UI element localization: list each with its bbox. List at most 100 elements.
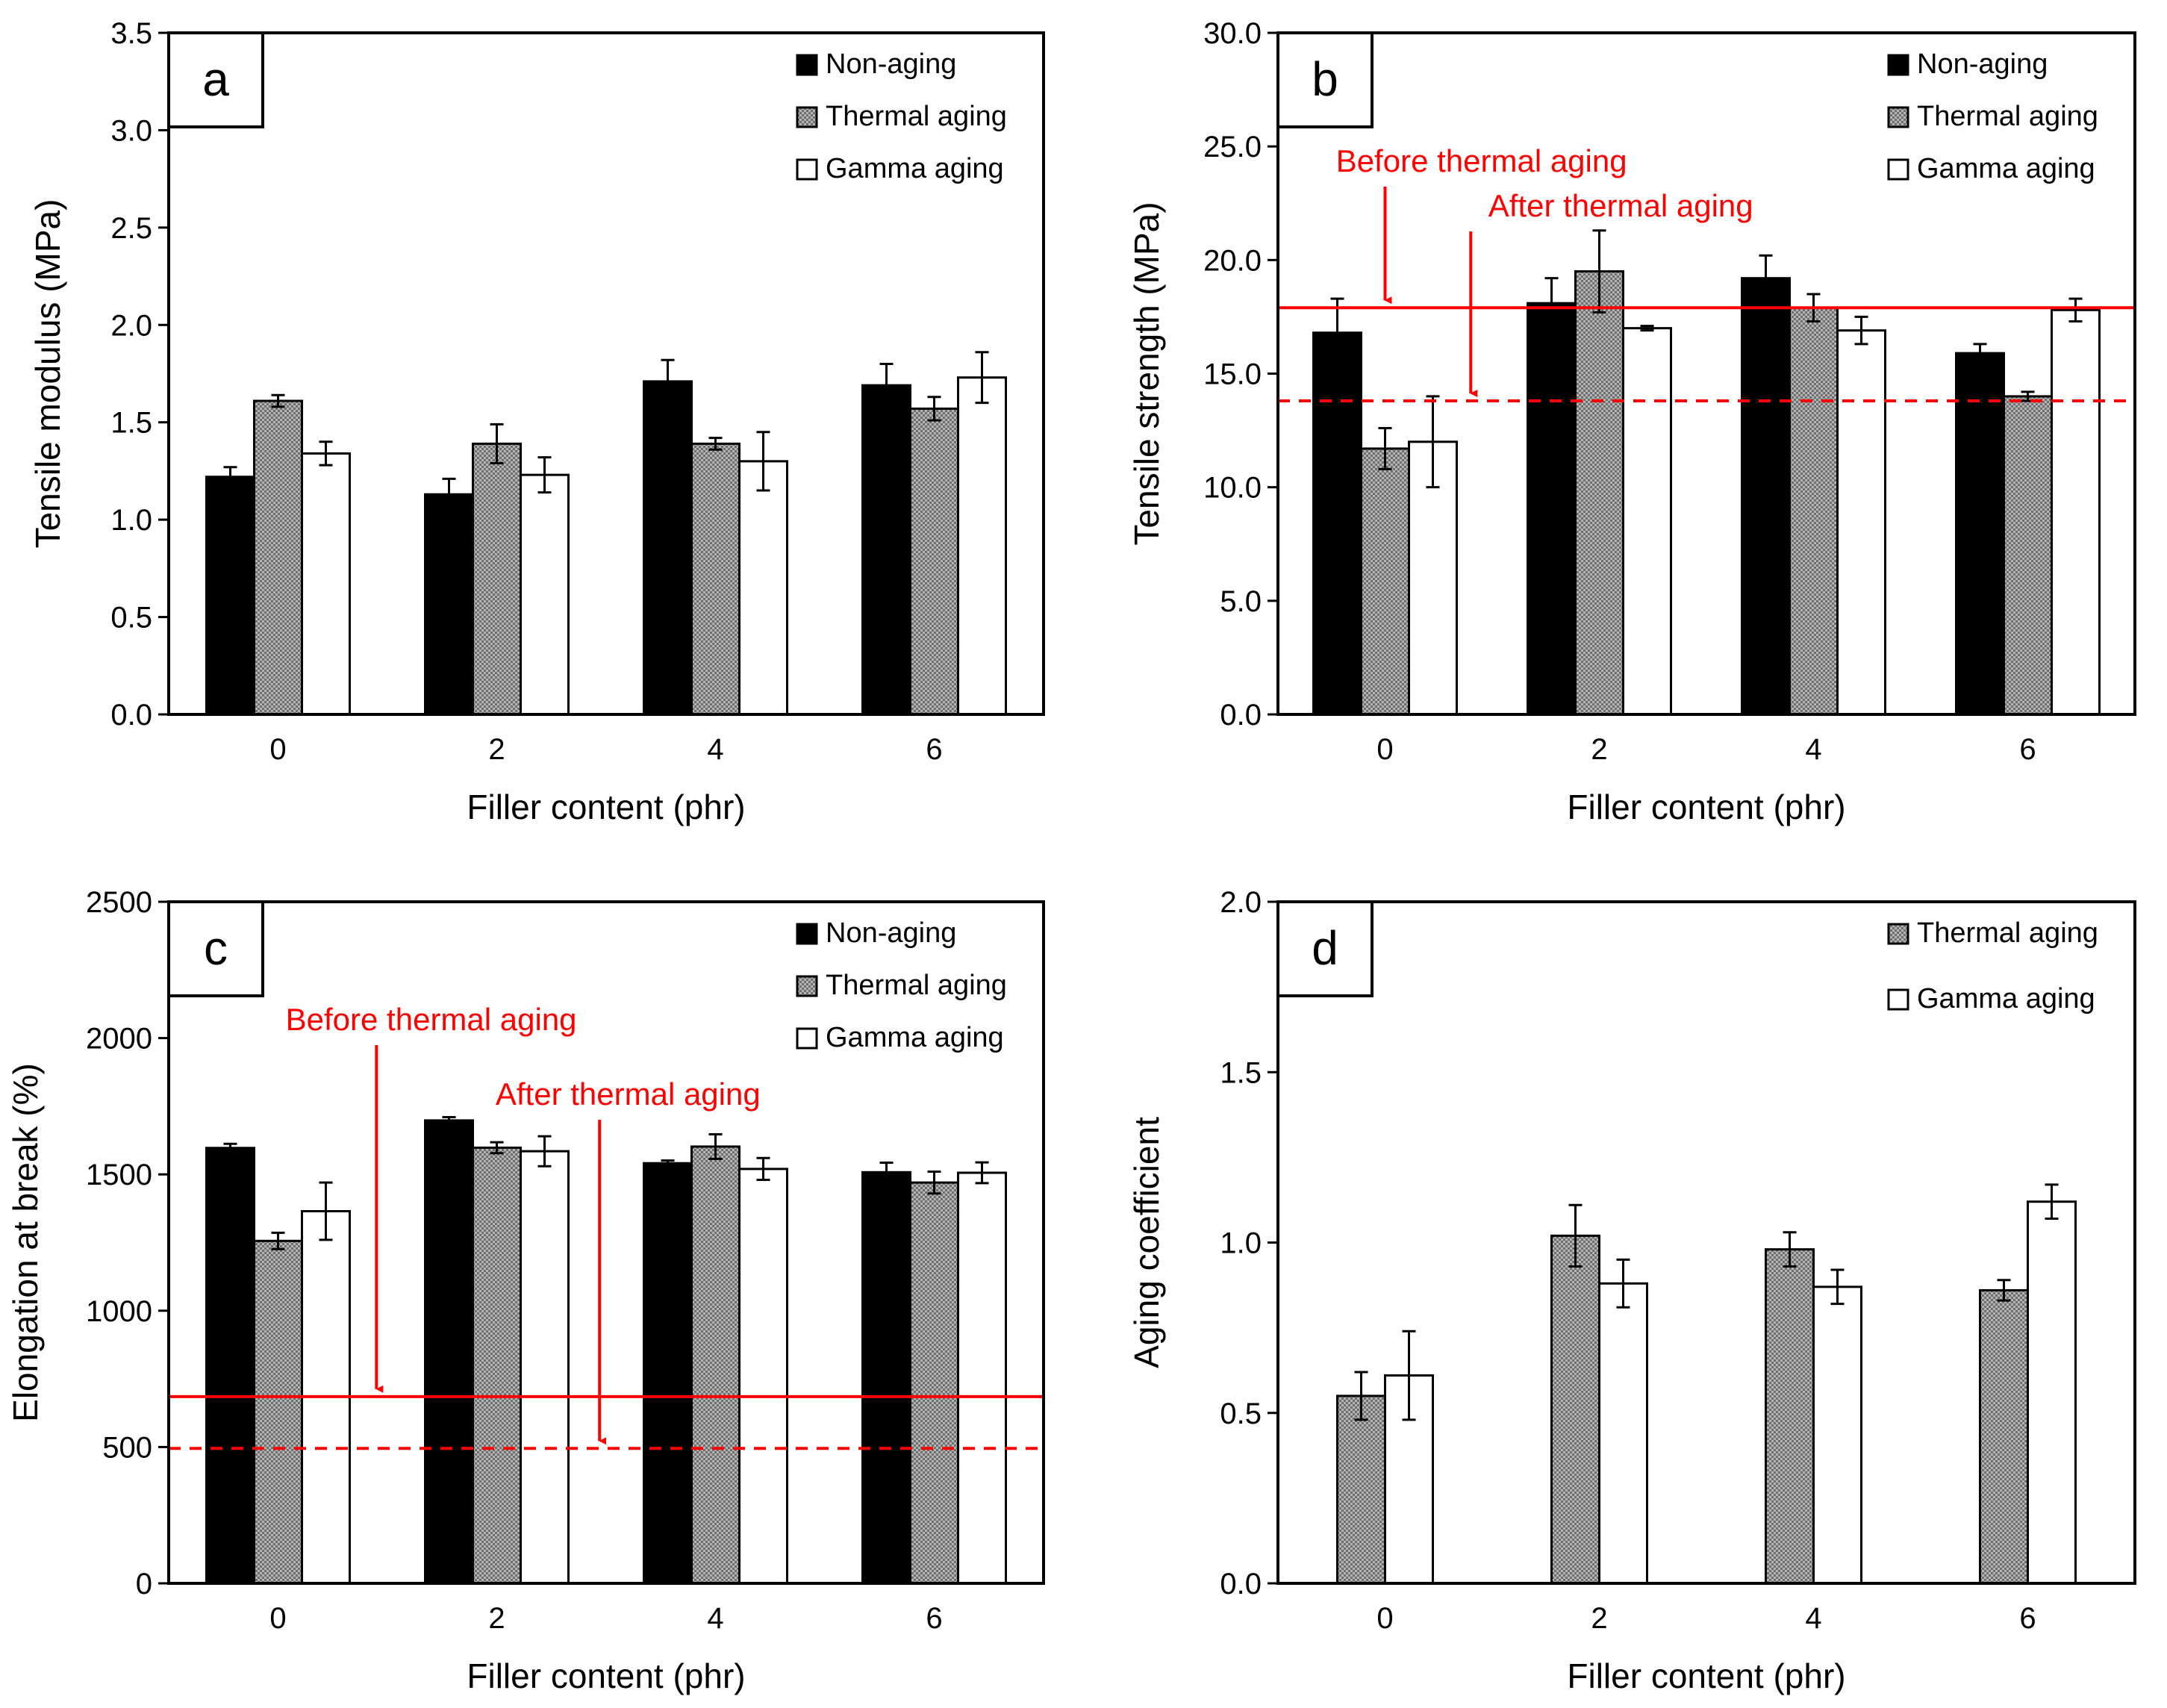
bar-a-thermal_aging-2	[472, 442, 522, 716]
ytick-label-b-2: 10.0	[1203, 472, 1262, 505]
bar-c-thermal_aging-2	[472, 1146, 522, 1585]
bar-a-gamma_aging-0	[301, 452, 351, 716]
xtick-label-c-6: 6	[926, 1602, 942, 1635]
legend-swatch-c-non_aging	[796, 923, 818, 945]
bar-a-non_aging-4	[643, 380, 693, 716]
bar-b-gamma_aging-2	[1622, 327, 1672, 716]
bar-d-thermal_aging-0	[1336, 1394, 1386, 1585]
xtick-label-b-0: 0	[1376, 733, 1393, 766]
legend-swatch-d-thermal_aging	[1887, 923, 1909, 945]
plot-frame-c	[167, 900, 1045, 1585]
ytick-label-b-6: 30.0	[1203, 17, 1262, 50]
bar-b-non_aging-2	[1527, 302, 1577, 716]
bar-b-non_aging-4	[1741, 277, 1791, 716]
ylabel-b: Tensile strength (MPa)	[1127, 202, 1166, 545]
bar-b-gamma_aging-4	[1836, 329, 1886, 716]
xtick-label-c-2: 2	[488, 1602, 505, 1635]
xlabel-a: Filler content (phr)	[467, 788, 745, 826]
legend-label-d-thermal_aging: Thermal aging	[1917, 917, 2098, 949]
bar-b-non_aging-0	[1312, 331, 1362, 716]
bar-c-gamma_aging-6	[957, 1171, 1007, 1585]
bar-a-non_aging-2	[424, 493, 474, 716]
bar-a-thermal_aging-0	[253, 399, 303, 716]
bar-a-gamma_aging-2	[520, 473, 570, 716]
panel-letter-a: a	[202, 52, 229, 106]
ytick-label-b-4: 20.0	[1203, 244, 1262, 277]
xtick-label-c-0: 0	[269, 1602, 286, 1635]
reference-label-b-0: Before thermal aging	[1336, 143, 1627, 178]
panel-d-chart: 0.0 0.5 1.0 1.5 2.0 0 2 4 6 Filler content (phr) A…	[1127, 886, 2136, 1695]
legend-swatch-d-gamma_aging	[1887, 988, 1909, 1011]
bar-d-gamma_aging-2	[1598, 1282, 1648, 1585]
xtick-label-d-4: 4	[1805, 1602, 1821, 1635]
ytick-label-d-0: 0.0	[1220, 1568, 1262, 1601]
panel-letter-c: c	[204, 921, 228, 975]
xtick-label-b-2: 2	[1591, 733, 1607, 766]
bar-c-gamma_aging-2	[520, 1150, 570, 1585]
bar-a-non_aging-0	[205, 476, 255, 716]
legend-label-c-non_aging: Non-aging	[826, 917, 956, 949]
legend-label-c-gamma_aging: Gamma aging	[826, 1022, 1004, 1053]
xtick-label-d-6: 6	[2019, 1602, 2036, 1635]
ytick-label-a-1: 0.5	[110, 602, 152, 635]
bar-d-thermal_aging-4	[1765, 1248, 1815, 1585]
xtick-label-b-4: 4	[1805, 733, 1821, 766]
ylabel-a: Tensile modulus (MPa)	[28, 199, 67, 549]
ytick-label-d-3: 1.5	[1220, 1056, 1262, 1089]
legend-label-a-non_aging: Non-aging	[826, 49, 956, 80]
legend-label-c-thermal_aging: Thermal aging	[826, 970, 1007, 1001]
ytick-label-a-2: 1.0	[110, 504, 152, 537]
panel-b-chart: Before thermal aging After thermal aging 0…	[1127, 17, 2136, 826]
xtick-label-a-2: 2	[488, 733, 505, 766]
legend-label-a-gamma_aging: Gamma aging	[826, 153, 1004, 184]
ytick-label-a-3: 1.5	[110, 407, 152, 440]
panel-letter-b: b	[1312, 52, 1338, 106]
panel-letter-box-b	[1276, 31, 1374, 128]
bar-a-gamma_aging-4	[738, 460, 788, 716]
ytick-label-d-2: 1.0	[1220, 1227, 1262, 1260]
legend-label-b-gamma_aging: Gamma aging	[1917, 153, 2095, 184]
panel-letter-box-c	[167, 900, 264, 997]
legend-swatch-a-non_aging	[796, 54, 818, 76]
bar-d-gamma_aging-4	[1812, 1285, 1862, 1585]
legend-swatch-b-gamma_aging	[1887, 158, 1909, 181]
bar-d-thermal_aging-6	[1979, 1288, 2029, 1585]
bar-b-thermal_aging-6	[2003, 395, 2053, 716]
legend-swatch-b-thermal_aging	[1887, 106, 1909, 128]
ytick-label-b-5: 25.0	[1203, 131, 1262, 163]
xtick-label-d-0: 0	[1376, 1602, 1393, 1635]
bar-b-thermal_aging-4	[1789, 306, 1839, 716]
panel-c-chart: Before thermal aging After thermal aging 0…	[6, 886, 1045, 1695]
ytick-label-c-5: 2500	[86, 886, 152, 919]
legend-label-a-thermal_aging: Thermal aging	[826, 101, 1007, 132]
xlabel-d: Filler content (phr)	[1567, 1656, 1845, 1695]
ylabel-c: Elongation at break (%)	[6, 1063, 45, 1422]
bar-a-non_aging-6	[861, 384, 911, 716]
bar-d-thermal_aging-2	[1550, 1234, 1600, 1585]
ytick-label-c-0: 0	[136, 1568, 152, 1601]
xtick-label-c-4: 4	[707, 1602, 723, 1635]
legend-swatch-a-gamma_aging	[796, 158, 818, 181]
bar-d-gamma_aging-6	[2027, 1200, 2077, 1585]
legend-swatch-c-gamma_aging	[796, 1027, 818, 1050]
ytick-label-c-4: 2000	[86, 1023, 152, 1056]
ytick-label-a-5: 2.5	[110, 212, 152, 245]
legend-label-d-gamma_aging: Gamma aging	[1917, 983, 2095, 1014]
legend-swatch-a-thermal_aging	[796, 106, 818, 128]
ytick-label-d-4: 2.0	[1220, 886, 1262, 919]
bar-c-non_aging-2	[424, 1119, 474, 1585]
reference-label-b-1: After thermal aging	[1488, 188, 1753, 223]
xlabel-c: Filler content (phr)	[467, 1656, 745, 1695]
bar-b-thermal_aging-2	[1574, 270, 1624, 716]
bar-c-thermal_aging-0	[253, 1239, 303, 1585]
bar-b-non_aging-6	[1955, 352, 2005, 716]
ytick-label-a-4: 2.0	[110, 309, 152, 342]
bar-c-non_aging-4	[643, 1162, 693, 1585]
xtick-label-a-0: 0	[269, 733, 286, 766]
panel-letter-d: d	[1312, 921, 1338, 975]
legend-swatch-c-thermal_aging	[796, 975, 818, 997]
legend-swatch-b-non_aging	[1887, 54, 1909, 76]
panel-a-chart: 0.0 0.5 1.0 1.5 2.0 2.5 3.0 3.5 0 2 4 6 Filler conte…	[28, 17, 1045, 826]
bar-c-non_aging-0	[205, 1147, 255, 1585]
